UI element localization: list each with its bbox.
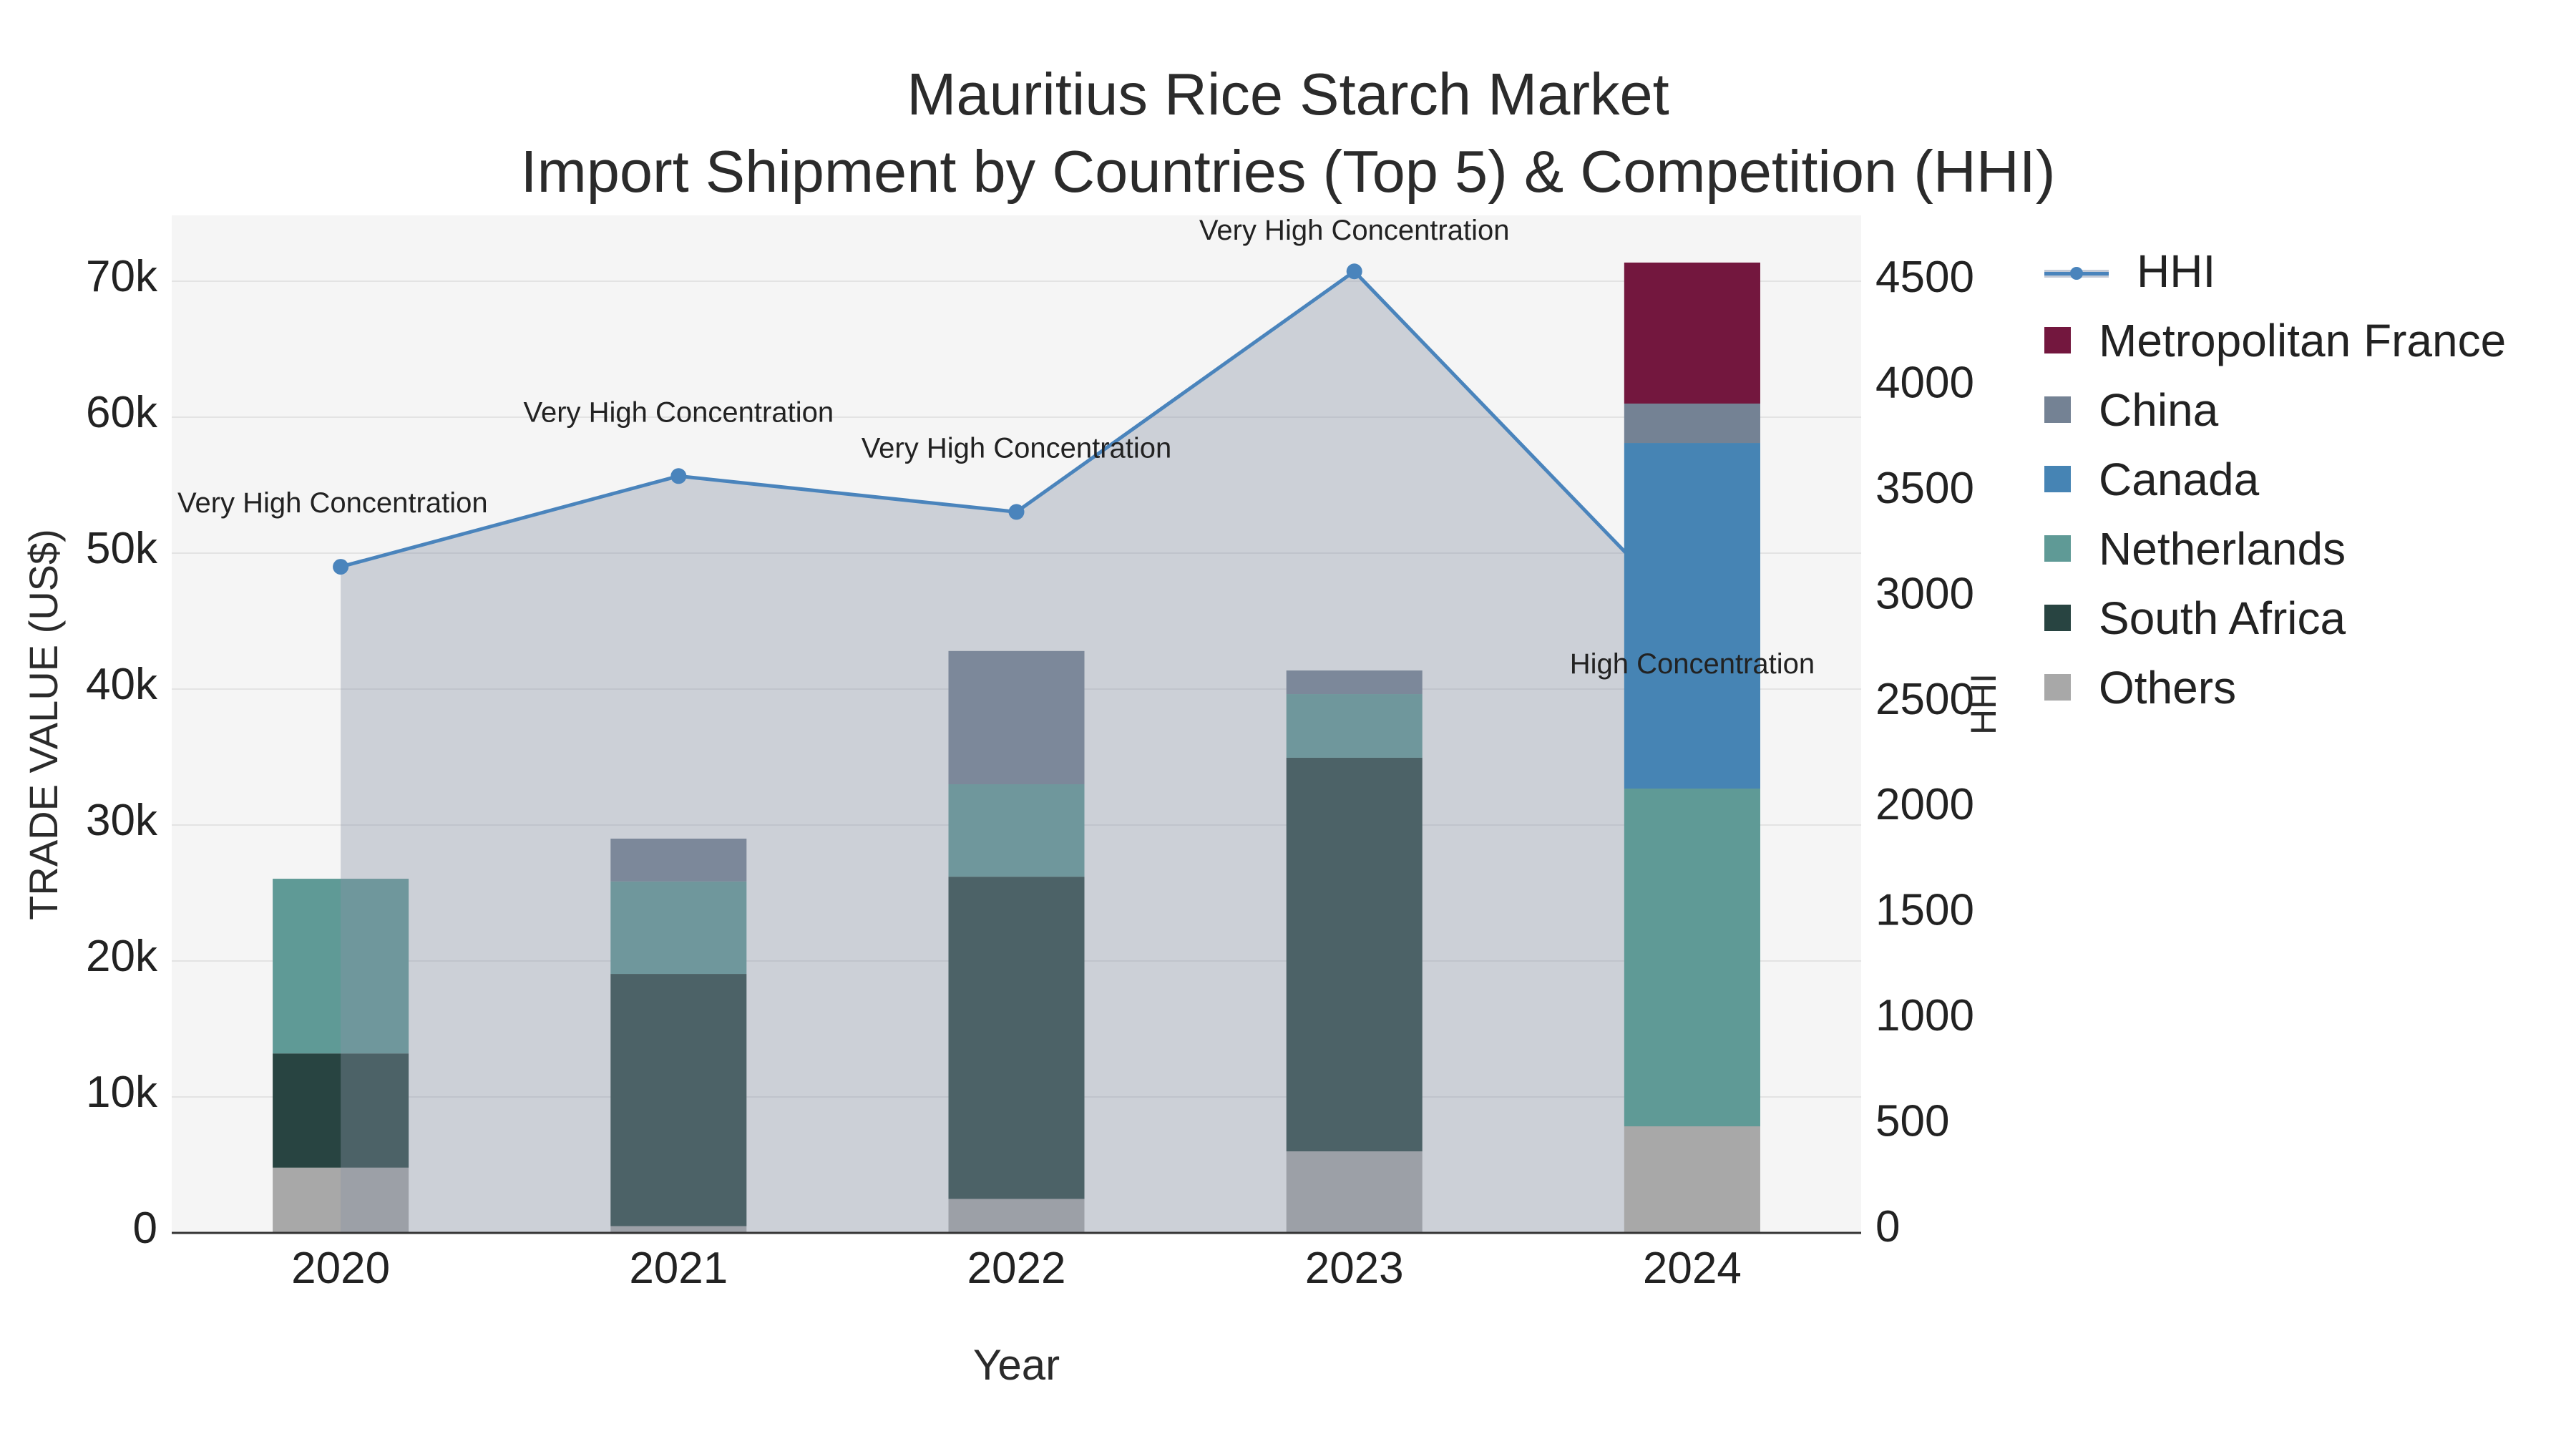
svg-text:70k: 70k (86, 252, 158, 301)
svg-text:4500: 4500 (1875, 253, 1974, 302)
svg-text:20k: 20k (86, 932, 158, 981)
svg-text:2000: 2000 (1875, 780, 1974, 829)
svg-text:3500: 3500 (1875, 464, 1974, 513)
svg-text:2022: 2022 (967, 1244, 1066, 1293)
svg-text:Very High Concentration: Very High Concentration (862, 432, 1172, 464)
svg-text:4000: 4000 (1875, 358, 1974, 407)
svg-text:60k: 60k (86, 388, 158, 437)
svg-text:50k: 50k (86, 524, 158, 573)
svg-text:500: 500 (1875, 1097, 1949, 1146)
svg-text:30k: 30k (86, 796, 158, 845)
svg-text:0: 0 (1875, 1202, 1900, 1252)
svg-text:Very High Concentration: Very High Concentration (1199, 215, 1510, 246)
svg-text:0: 0 (133, 1204, 157, 1253)
svg-text:1000: 1000 (1875, 991, 1974, 1040)
svg-text:40k: 40k (86, 660, 158, 709)
svg-text:Very High Concentration: Very High Concentration (177, 487, 488, 519)
svg-text:3000: 3000 (1875, 569, 1974, 618)
svg-text:Very High Concentration: Very High Concentration (524, 396, 834, 428)
svg-text:10k: 10k (86, 1068, 158, 1117)
svg-text:2024: 2024 (1643, 1244, 1742, 1293)
svg-text:High Concentration: High Concentration (1570, 648, 1815, 680)
svg-text:2023: 2023 (1305, 1244, 1404, 1293)
svg-text:2020: 2020 (291, 1244, 390, 1293)
svg-text:1500: 1500 (1875, 886, 1974, 935)
svg-text:2021: 2021 (629, 1244, 728, 1293)
